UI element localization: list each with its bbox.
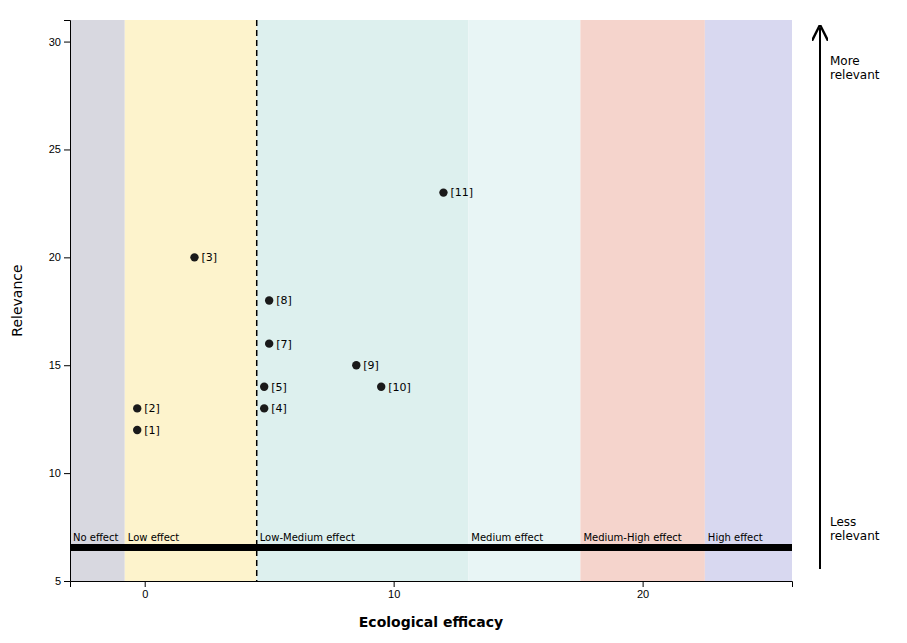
region [468,20,580,581]
point [265,296,273,304]
tick-mark [64,42,70,43]
annotation-bottom: Lessrelevant [830,515,880,543]
tick-label: 10 [388,588,400,600]
x-axis: 0 10 20 [71,581,793,600]
point-label: [4] [271,402,287,415]
point [377,383,385,391]
point-label: [5] [271,381,287,394]
point-label: [7] [276,338,292,351]
y-axis: 5 10 15 20 25 30 [49,21,71,588]
point [439,188,447,196]
point [133,426,141,434]
point-label: [1] [144,424,160,437]
y-axis-title: Relevance [9,264,25,336]
point [260,383,268,391]
region-label: Low-Medium effect [260,532,355,543]
region-label: No effect [73,532,118,543]
point-label: [9] [363,359,379,372]
dashed-line [256,20,258,581]
marks [70,20,792,581]
tick-mark [394,581,395,587]
region [705,20,792,581]
tick-mark [64,581,70,582]
axis-line [71,582,793,588]
region [70,20,125,581]
point-label: [8] [276,294,292,307]
point [265,339,273,347]
tick-mark [643,581,644,587]
tick-mark [64,473,70,474]
region [580,20,704,581]
region [125,20,257,581]
axis-line [64,21,71,582]
tick-label: 25 [49,143,61,155]
point [190,253,198,261]
chart: [1] [2] [3] [4] [5] [7] [8] [9] [10] [11] No effec… [0,0,907,643]
tick-mark [145,581,146,587]
tick-label: 5 [55,575,61,587]
point [352,361,360,369]
point-label: [11] [450,186,473,199]
tick-mark [64,365,70,366]
point [260,404,268,412]
region [257,20,469,581]
tick-label: 10 [49,467,61,479]
annotation-top: Morerelevant [830,54,880,82]
tick-label: 20 [49,251,61,263]
region-label: Medium-High effect [583,532,681,543]
region-label: Medium effect [471,532,543,543]
tick: 30 [49,36,70,48]
point [133,404,141,412]
tick: 10 [49,467,70,479]
region-label: Low effect [128,532,180,543]
tick-label: 0 [142,588,148,600]
point-label: [3] [201,251,217,264]
tick: 0 [142,581,148,600]
plot: [1] [2] [3] [4] [5] [7] [8] [9] [10] [11] No effec… [49,20,880,600]
tick: 10 [388,581,400,600]
tick-label: 30 [49,36,61,48]
point-label: [2] [144,402,160,415]
tick: 20 [49,251,70,263]
point-label: [10] [388,381,411,394]
tick: 5 [55,575,70,587]
x-axis-title: Ecological efficacy [359,614,503,630]
tick-mark [64,149,70,150]
baseline-bar [70,544,792,551]
relevance-arrow [819,28,821,569]
tick: 25 [49,143,70,155]
labels: [1] [2] [3] [4] [5] [7] [8] [9] [10] [11] No effec… [73,186,763,542]
region-label: High effect [708,532,763,543]
tick: 20 [637,581,649,600]
tick: 15 [49,359,70,371]
tick-label: 20 [637,588,649,600]
tick-label: 15 [49,359,61,371]
tick-mark [64,257,70,258]
